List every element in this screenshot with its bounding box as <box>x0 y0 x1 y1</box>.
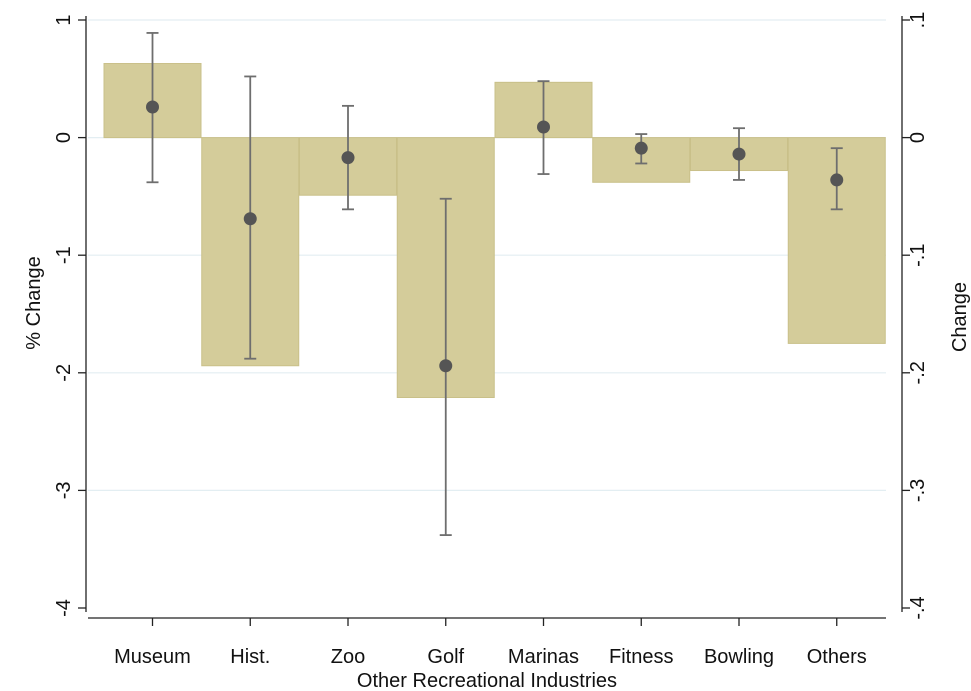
point <box>146 100 159 114</box>
point <box>439 359 453 373</box>
x-tick-label: Zoo <box>331 646 365 668</box>
point <box>732 147 746 161</box>
points <box>146 100 844 373</box>
bars <box>103 63 886 398</box>
right-y-axis-title: Change <box>949 282 971 352</box>
x-tick-label: Museum <box>114 646 191 668</box>
x-ticks: Museum Hist. Zoo Golf Marinas Fitness Bowling O… <box>114 618 867 668</box>
x-tick-label: Marinas <box>508 646 579 668</box>
right-tick-label: -.4 <box>907 596 929 619</box>
x-tick-label: Fitness <box>609 646 673 668</box>
left-y-axis-title: % Change <box>23 256 45 349</box>
right-tick-label: .1 <box>907 12 929 29</box>
left-tick-label: -3 <box>53 482 75 500</box>
right-tick-label: -.3 <box>907 479 929 502</box>
left-tick-label: 1 <box>53 14 75 25</box>
left-tick-label: 0 <box>53 132 75 143</box>
left-tick-label: -2 <box>53 364 75 382</box>
right-tick-label: -.1 <box>907 244 929 267</box>
point <box>537 120 550 134</box>
right-y-ticks: .1 0 -.1 -.2 -.3 -.4 <box>902 12 929 620</box>
x-tick-label: Hist. <box>230 646 270 668</box>
right-tick-label: -.2 <box>907 361 929 384</box>
left-tick-label: -4 <box>53 599 75 617</box>
point <box>243 212 257 226</box>
right-tick-label: 0 <box>907 132 929 143</box>
point <box>341 151 355 165</box>
left-tick-label: -1 <box>53 246 75 264</box>
point <box>634 141 648 155</box>
x-tick-label: Others <box>807 646 867 668</box>
x-tick-label: Golf <box>427 646 464 668</box>
axes <box>85 16 903 619</box>
x-tick-label: Bowling <box>704 646 774 668</box>
left-y-ticks: 1 0 -1 -2 -3 -4 <box>53 14 86 617</box>
point <box>830 173 844 187</box>
x-axis-title: Other Recreational Industries <box>357 670 617 691</box>
